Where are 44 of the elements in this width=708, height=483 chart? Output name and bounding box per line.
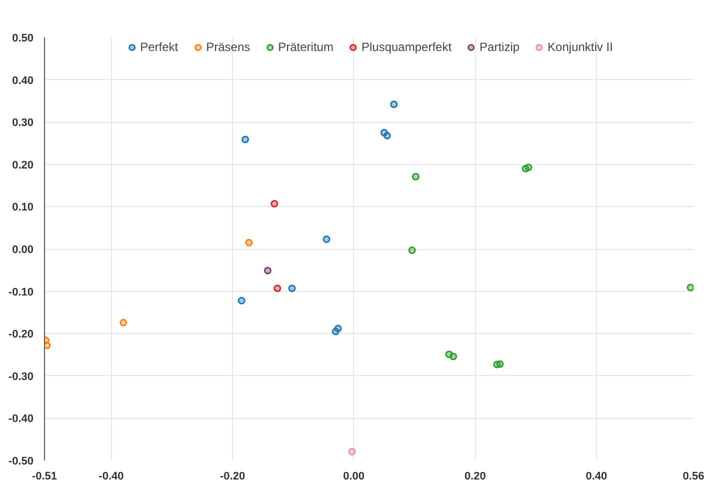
x-tick-label: -0.51: [32, 470, 58, 482]
point: [264, 266, 272, 274]
y-tick-label: -0.50: [8, 456, 34, 468]
point: [245, 238, 253, 246]
point: [686, 284, 694, 292]
y-tick-label: -0.20: [8, 328, 34, 341]
point: [348, 448, 356, 456]
point: [44, 342, 51, 350]
y-tick-label: 0.50: [12, 32, 34, 44]
point: [238, 296, 246, 304]
point: [496, 360, 504, 368]
point: [450, 352, 458, 360]
point: [412, 172, 420, 180]
x-tick-label: -0.20: [220, 470, 246, 482]
point: [120, 318, 128, 326]
legend-label: Konjunktiv II: [548, 40, 613, 54]
point: [390, 100, 398, 108]
y-tick-label: 0.10: [12, 202, 34, 214]
y-tick-label: -0.10: [8, 286, 34, 298]
legend-label: Plusquamperfekt: [361, 40, 452, 54]
point: [242, 136, 250, 144]
point: [383, 132, 391, 140]
point: [524, 164, 532, 172]
point: [288, 284, 296, 292]
y-tick-label: 0.20: [12, 159, 34, 172]
point: [332, 328, 340, 336]
point: [274, 284, 282, 292]
y-tick-label: 0.00: [12, 244, 34, 256]
x-tick-label: -0.40: [98, 470, 124, 482]
legend-label: Partizip: [480, 40, 520, 54]
x-tick-label: 0.00: [343, 470, 365, 482]
point: [322, 236, 330, 244]
legend-label: Perfekt: [140, 40, 178, 54]
x-tick-label: 0.20: [464, 470, 486, 482]
y-tick-label: -0.40: [8, 413, 34, 426]
point: [408, 246, 416, 254]
y-tick-label: -0.30: [8, 370, 34, 383]
legend-label: Präsens: [206, 40, 250, 54]
y-tick-label: 0.30: [12, 117, 34, 130]
x-tick-label: 0.56: [682, 470, 704, 482]
point: [270, 200, 278, 208]
y-tick-label: 0.40: [12, 74, 34, 87]
legend-label: Präteritum: [278, 40, 334, 54]
x-tick-label: 0.40: [586, 470, 608, 482]
